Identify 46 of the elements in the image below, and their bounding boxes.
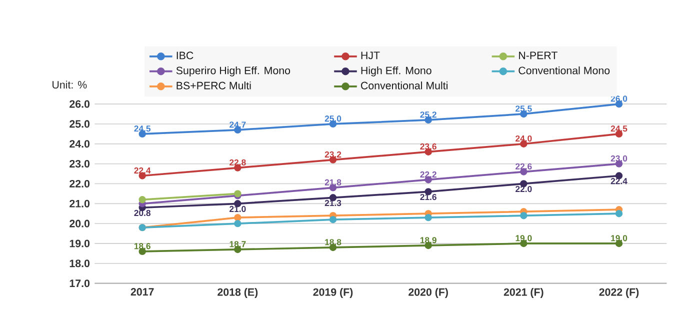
data-label: 23.0 <box>610 155 628 162</box>
x-tick-label: 2022 (F) <box>599 288 639 298</box>
x-tick-label: 2019 (F) <box>313 288 353 298</box>
data-label: 25.2 <box>420 112 436 118</box>
data-label: 25.5 <box>516 106 532 112</box>
y-tick-label: 25.0 <box>70 120 90 128</box>
legend-label: Conventional Mono <box>518 66 610 74</box>
legend-label: IBC <box>176 52 194 60</box>
y-tick-label: 24.0 <box>70 140 90 148</box>
data-label: 22.4 <box>610 178 628 184</box>
legend-label: High Eff. Mono <box>361 66 432 76</box>
x-tick-label: 2020 (F) <box>408 288 448 298</box>
data-label: 20.8 <box>134 210 151 216</box>
x-tick-label: 2017 <box>130 288 154 296</box>
x-tick-label: 2021 (F) <box>504 288 544 298</box>
text: Unit: % <box>52 80 87 89</box>
data-label: 18.9 <box>420 237 436 244</box>
y-tick-label: 22.0 <box>70 180 90 188</box>
y-tick-label: 26.0 <box>70 100 90 108</box>
y-tick-label: 19.0 <box>70 240 90 248</box>
y-tick-label: 20.0 <box>70 220 90 228</box>
data-label: 19.0 <box>611 235 628 242</box>
legend-label: Conventional Multi <box>361 82 448 90</box>
data-label: 22.0 <box>516 186 532 192</box>
data-label: 24.5 <box>610 126 628 132</box>
data-label: 24.5 <box>134 126 151 132</box>
legend-label: HJT <box>361 52 380 60</box>
data-label: 21.0 <box>230 206 246 212</box>
data-label: 24.0 <box>516 135 532 142</box>
data-label: 24.7 <box>230 122 246 128</box>
legend-label: N-PERT <box>519 52 558 60</box>
legend-label: Superiro High Eff. Mono <box>176 66 290 76</box>
data-label: 21.3 <box>324 200 342 206</box>
data-label: 18.7 <box>230 241 246 248</box>
legend-label: BS+PERC Multi <box>176 82 251 90</box>
x-tick-label: 2018 (E) <box>218 288 258 298</box>
y-tick-label: 18.0 <box>70 260 90 268</box>
data-label: 18.6 <box>134 243 150 250</box>
data-label: 25.0 <box>324 116 342 122</box>
y-tick-label: 17.0 <box>70 280 90 288</box>
y-tick-label: 23.0 <box>70 160 90 168</box>
data-label: 19.0 <box>516 235 532 242</box>
data-label: 18.8 <box>325 239 342 246</box>
y-tick-label: 21.0 <box>70 200 90 208</box>
data-label: 23.2 <box>324 151 342 158</box>
data-label: 21.6 <box>420 194 436 200</box>
